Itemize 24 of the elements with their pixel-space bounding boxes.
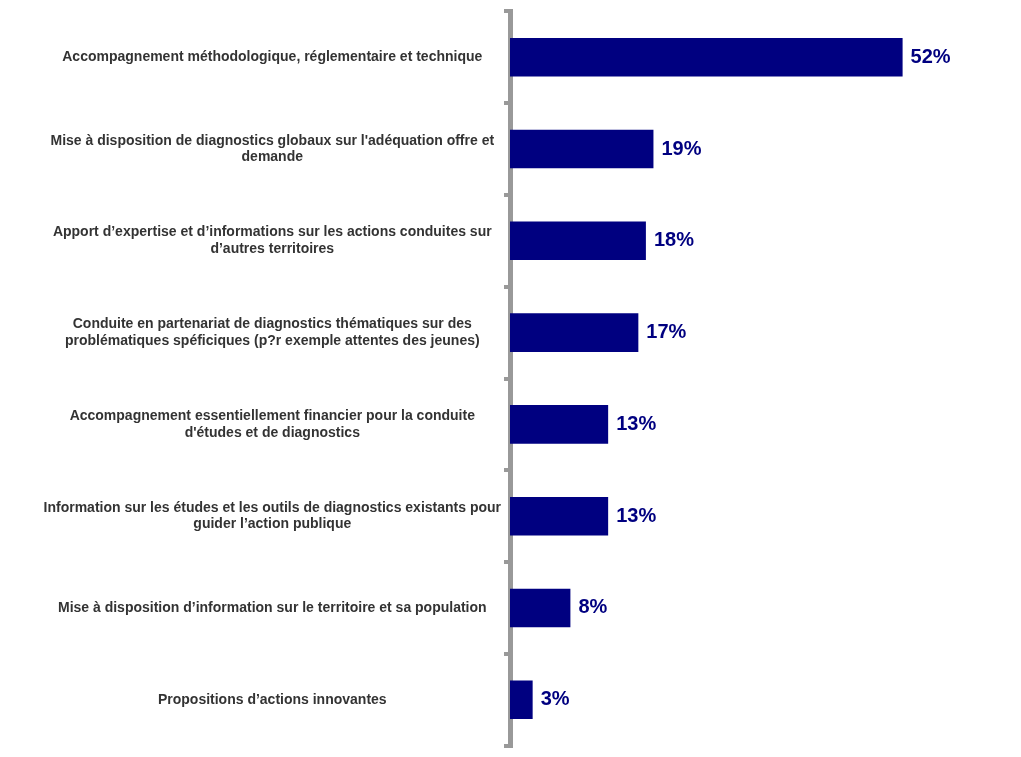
bar [510,680,533,719]
data-label: 8% [578,595,608,618]
data-label: 52% [910,44,951,67]
y-tick-label: Information sur les études et les outils de diagnostics existants pour guider l’action publique [43,498,502,532]
y-tick-label: Mise à disposition d’information sur le territoire et sa population [57,598,487,615]
bar [510,129,654,169]
y-tick-label: Apport d’expertise et d’informations sur les actions conduites sur d’autres territoires [52,223,493,257]
bar [510,496,609,536]
data-label: 13% [616,503,657,526]
data-label: 3% [540,687,570,710]
bar [510,313,639,352]
bar [510,588,571,628]
data-label: 17% [646,320,687,343]
data-label: 13% [616,411,657,434]
y-tick-label: Propositions d’actions innovantes [157,690,387,707]
y-tick-label: Accompagnement méthodologique, réglementaire et technique [62,48,483,65]
y-tick-label: Accompagnement essentiellement financier pour la conduite d'études et de diagnostics [69,406,476,440]
y-tick-label: Conduite en partenariat de diagnostics thématiques sur des problématiques spéficiques (p?r exemple attentes des jeunes) [64,315,480,348]
bar [510,221,646,261]
data-label: 19% [661,136,702,159]
bar [510,38,903,77]
data-label: 18% [653,228,695,251]
y-tick-label: Mise à disposition de diagnostics globaux sur l'adéquation offre et demande [50,131,495,165]
bar [510,405,609,444]
